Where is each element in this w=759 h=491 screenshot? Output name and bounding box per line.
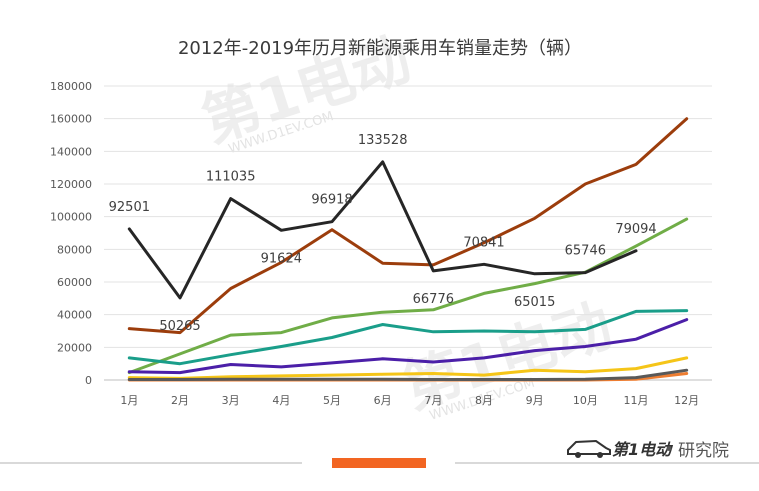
x-tick-label: 10月	[573, 394, 598, 407]
series-line-6	[127, 368, 689, 381]
data-label: 133528	[358, 133, 408, 148]
y-tick-label: 180000	[50, 80, 92, 93]
data-label: 91624	[261, 251, 302, 266]
series-line-4	[127, 356, 689, 380]
data-label: 92501	[109, 200, 150, 215]
series-line-0	[127, 117, 689, 335]
series-line-2	[127, 309, 689, 366]
y-tick-label: 40000	[57, 309, 92, 322]
data-label: 96918	[311, 193, 352, 208]
axis-layer: 0 20000 40000 60000 80000 100000 120000 140000 1…	[50, 80, 699, 407]
y-tick-label: 20000	[57, 341, 92, 354]
x-tick-label: 1月	[120, 394, 138, 407]
data-label: 65746	[565, 244, 606, 259]
y-tick-label: 120000	[50, 178, 92, 191]
x-tick-label: 6月	[374, 394, 392, 407]
x-tick-label: 9月	[526, 394, 544, 407]
x-tick-label: 5月	[323, 394, 341, 407]
x-tick-label: 3月	[222, 394, 240, 407]
data-label: 111035	[206, 170, 256, 185]
watermark: 第1电动 WWW.D1EV.COM 第1电动 WWW.D1EV.COM	[194, 24, 620, 424]
y-tick-label: 160000	[50, 113, 92, 126]
data-label: 79094	[615, 222, 656, 237]
y-tick-label: 0	[85, 374, 92, 387]
data-label: 66776	[413, 292, 454, 307]
brand-separator: •	[664, 440, 674, 460]
x-tick-label: 12月	[674, 394, 699, 407]
footer-divider	[0, 458, 759, 468]
x-tick-label: 11月	[624, 394, 649, 407]
data-label: 70841	[463, 235, 504, 250]
series-line-7	[127, 160, 638, 300]
brand-logo: 第1电动 • 研究院	[567, 439, 729, 461]
data-label: 65015	[514, 295, 555, 310]
x-tick-label: 8月	[475, 394, 493, 407]
series-layer	[127, 117, 689, 382]
x-tick-label: 2月	[171, 394, 189, 407]
brand-suffix: 研究院	[678, 441, 729, 461]
data-label: 50265	[159, 319, 200, 334]
data-label-layer: 92501 50265 111035 91624 96918 133528 66776 708…	[109, 133, 657, 334]
x-tick-label: 7月	[424, 394, 442, 407]
y-tick-label: 100000	[50, 211, 92, 224]
car-logo-icon	[567, 439, 611, 458]
y-tick-label: 80000	[57, 243, 92, 256]
series-line-3	[127, 318, 689, 375]
x-tick-label: 4月	[272, 394, 290, 407]
y-tick-label: 140000	[50, 145, 92, 158]
y-tick-label: 60000	[57, 276, 92, 289]
chart-title: 2012年-2019年历月新能源乘用车销量走势（辆）	[178, 38, 582, 59]
brand-logo-text: 第1电动	[612, 440, 673, 459]
footer-accent-bar	[332, 458, 426, 468]
